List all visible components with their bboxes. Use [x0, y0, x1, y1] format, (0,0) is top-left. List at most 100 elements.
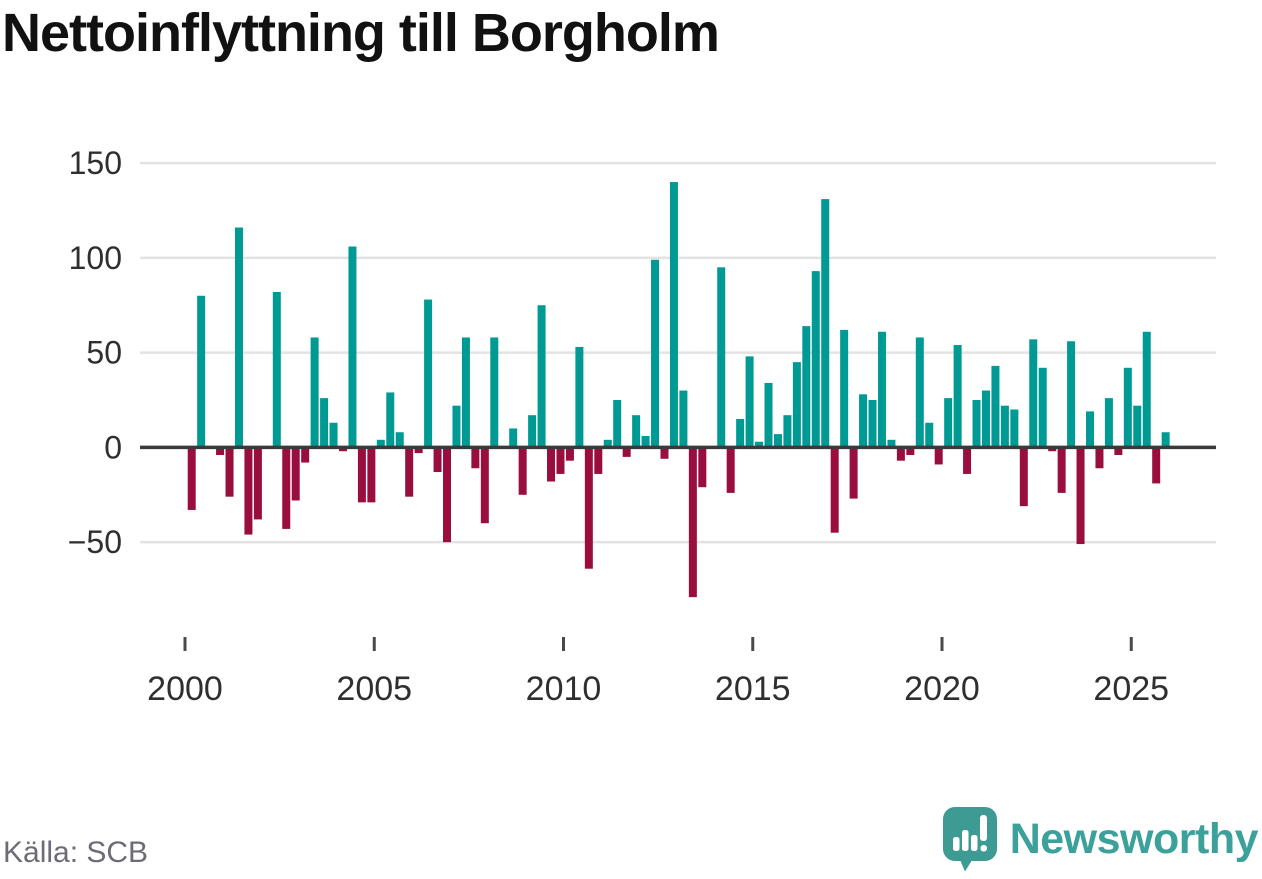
- newsworthy-logo-text: Newsworthy: [1009, 815, 1259, 863]
- bar: [197, 295, 206, 448]
- logo-chart-bars: [952, 815, 987, 852]
- bar: [698, 447, 707, 488]
- bar: [310, 337, 319, 448]
- bar: [594, 447, 603, 474]
- bar: [1152, 447, 1161, 484]
- bar: [991, 365, 1000, 448]
- bar: [1114, 447, 1123, 455]
- bar: [187, 447, 196, 510]
- bar: [840, 329, 849, 448]
- bar: [688, 447, 697, 598]
- bar: [613, 400, 622, 448]
- bar: [953, 345, 962, 448]
- bar: [509, 428, 518, 448]
- bar: [887, 439, 896, 448]
- bar: [1086, 411, 1095, 448]
- bar: [783, 415, 792, 448]
- bar: [490, 337, 499, 448]
- bar: [859, 394, 868, 448]
- bar: [641, 436, 650, 448]
- bar: [282, 447, 291, 529]
- x-axis-label: 2010: [526, 670, 602, 708]
- bar: [963, 447, 972, 474]
- bar: [1142, 331, 1151, 448]
- bar: [301, 447, 310, 463]
- bar: [896, 447, 905, 461]
- bar: [1067, 341, 1076, 448]
- bar: [1123, 367, 1132, 448]
- x-axis-label: 2020: [904, 670, 980, 708]
- bar: [849, 447, 858, 499]
- bar: [821, 199, 830, 448]
- bar: [915, 337, 924, 448]
- y-axis-label: 50: [86, 335, 122, 371]
- bar: [234, 227, 243, 448]
- bar: [603, 439, 612, 448]
- bar: [1000, 405, 1009, 448]
- bar: [925, 422, 934, 448]
- y-axis-label: 100: [69, 240, 122, 276]
- bar: [556, 447, 565, 474]
- y-axis-label: −50: [68, 524, 122, 560]
- bar: [972, 400, 981, 448]
- bar: [528, 415, 537, 448]
- bar: [518, 447, 527, 495]
- x-axis-label: 2025: [1093, 670, 1169, 708]
- bar: [216, 447, 225, 455]
- bar: [433, 447, 442, 473]
- bar: [906, 447, 915, 455]
- bar: [357, 447, 366, 503]
- bar: [452, 405, 461, 448]
- x-axis-label: 2000: [147, 670, 223, 708]
- y-axis-label: 150: [69, 145, 122, 181]
- bar: [660, 447, 669, 459]
- bar: [669, 182, 678, 448]
- bar: [1057, 447, 1066, 493]
- bar: [830, 447, 839, 533]
- bar: [773, 434, 782, 448]
- bar: [1019, 447, 1028, 507]
- bar: [1029, 339, 1038, 448]
- bar: [717, 267, 726, 448]
- x-axis-label: 2015: [715, 670, 791, 708]
- bar: [443, 447, 452, 543]
- bar: [395, 432, 404, 448]
- bar: [632, 415, 641, 448]
- bar: [376, 439, 385, 448]
- chart-title: Nettoinflyttning till Borgholm: [2, 3, 720, 63]
- bar: [253, 447, 262, 520]
- newsworthy-logo-icon: [942, 807, 997, 872]
- bar: [877, 331, 886, 448]
- bar: [338, 447, 347, 452]
- bar: [1010, 409, 1019, 448]
- x-axis-label: 2005: [336, 670, 412, 708]
- bar: [386, 392, 395, 448]
- bar: [755, 441, 764, 448]
- bar: [1095, 447, 1104, 469]
- bar: [291, 447, 300, 501]
- bar: [1076, 447, 1085, 545]
- newsworthy-logo: Newsworthy: [942, 806, 1259, 872]
- bar: [622, 447, 631, 457]
- bar: [1038, 367, 1047, 448]
- bar: [537, 305, 546, 448]
- bar: [329, 422, 338, 448]
- bar: [792, 362, 801, 448]
- bar: [424, 299, 433, 448]
- bar: [471, 447, 480, 469]
- source-label: Källa: SCB: [3, 836, 149, 869]
- bar: [745, 356, 754, 448]
- bar: [414, 447, 423, 454]
- bar: [584, 447, 593, 569]
- bar: [651, 259, 660, 448]
- bar: [575, 346, 584, 448]
- bar: [348, 246, 357, 448]
- bar: [868, 400, 877, 448]
- bar: [726, 447, 735, 493]
- bar: [811, 271, 820, 448]
- bar: [480, 447, 489, 524]
- bar: [934, 447, 943, 465]
- bar: [764, 382, 773, 448]
- bar: [565, 447, 574, 461]
